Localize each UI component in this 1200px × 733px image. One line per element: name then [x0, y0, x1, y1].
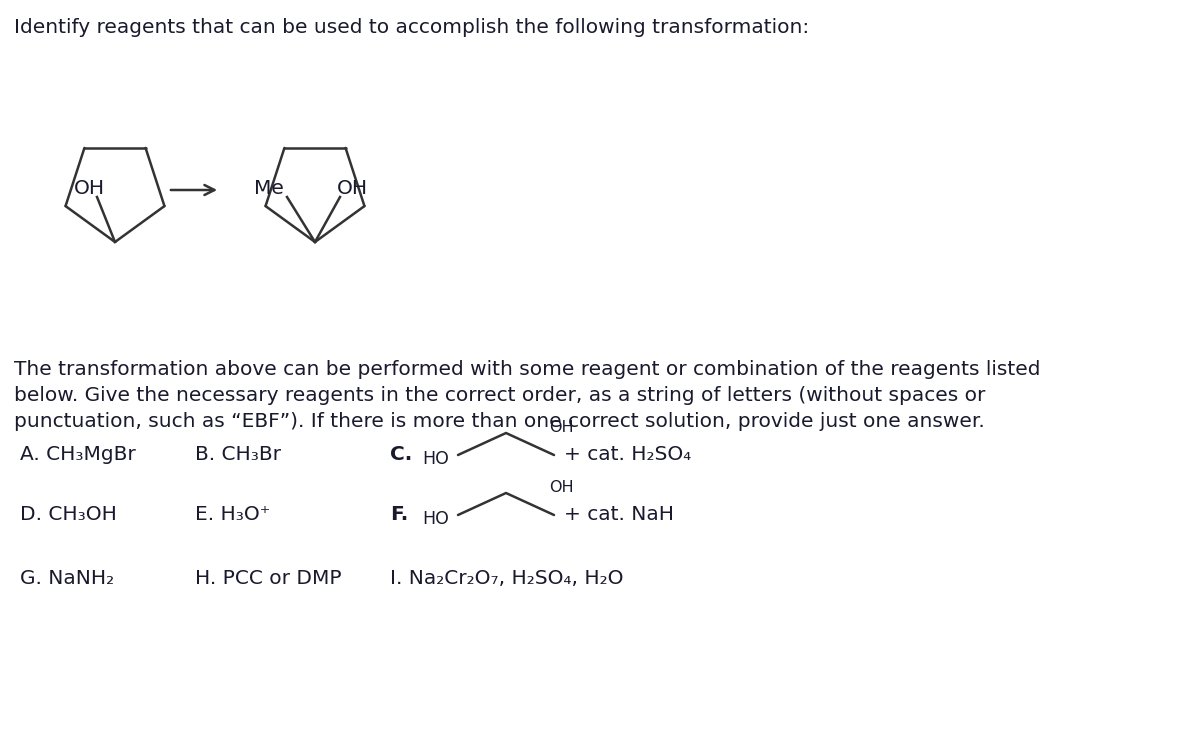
Text: The transformation above can be performed with some reagent or combination of th: The transformation above can be performe… [14, 360, 1040, 379]
Text: D. CH₃OH: D. CH₃OH [20, 506, 116, 525]
Text: punctuation, such as “EBF”). If there is more than one correct solution, provide: punctuation, such as “EBF”). If there is… [14, 412, 985, 431]
Text: F.: F. [390, 506, 408, 525]
Text: + cat. NaH: + cat. NaH [564, 506, 674, 525]
Text: E. H₃O⁺: E. H₃O⁺ [194, 506, 270, 525]
Text: Identify reagents that can be used to accomplish the following transformation:: Identify reagents that can be used to ac… [14, 18, 809, 37]
Text: Me: Me [254, 179, 284, 198]
Text: HO: HO [422, 450, 449, 468]
Text: OH: OH [550, 480, 574, 495]
Text: OH: OH [73, 179, 104, 198]
Text: OH: OH [550, 420, 574, 435]
Text: G. NaNH₂: G. NaNH₂ [20, 569, 114, 588]
Text: + cat. H₂SO₄: + cat. H₂SO₄ [564, 446, 691, 465]
Text: HO: HO [422, 510, 449, 528]
Text: A. CH₃MgBr: A. CH₃MgBr [20, 446, 136, 465]
Text: below. Give the necessary reagents in the correct order, as a string of letters : below. Give the necessary reagents in th… [14, 386, 985, 405]
Text: B. CH₃Br: B. CH₃Br [194, 446, 281, 465]
Text: C.: C. [390, 446, 413, 465]
Text: H. PCC or DMP: H. PCC or DMP [194, 569, 342, 588]
Text: I. Na₂Cr₂O₇, H₂SO₄, H₂O: I. Na₂Cr₂O₇, H₂SO₄, H₂O [390, 569, 624, 588]
Text: OH: OH [336, 179, 367, 198]
